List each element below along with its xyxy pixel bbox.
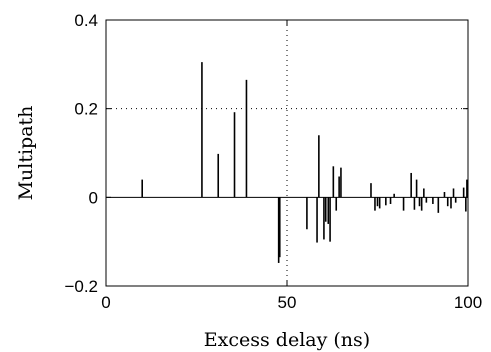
x-axis-label: Excess delay (ns) (204, 329, 370, 351)
tick-labels: 0 50 100−0.200.20.4 (64, 11, 482, 312)
y-tick-label-0: −0.2 (64, 277, 98, 296)
y-tick-label-1: 0 (89, 188, 98, 207)
plot-frame (105, 19, 469, 287)
grid-lines (106, 20, 468, 286)
x-tick-label-0: 0 (101, 293, 110, 312)
stem-layer (141, 62, 468, 263)
x-tick-label-1: 50 (278, 293, 297, 312)
y-axis-label: Multipath (15, 106, 37, 201)
y-tick-label-2: 0.2 (74, 100, 98, 119)
x-tick-label-2: 100 (454, 293, 482, 312)
axis-ticks (105, 19, 469, 287)
y-tick-label-3: 0.4 (74, 11, 98, 30)
